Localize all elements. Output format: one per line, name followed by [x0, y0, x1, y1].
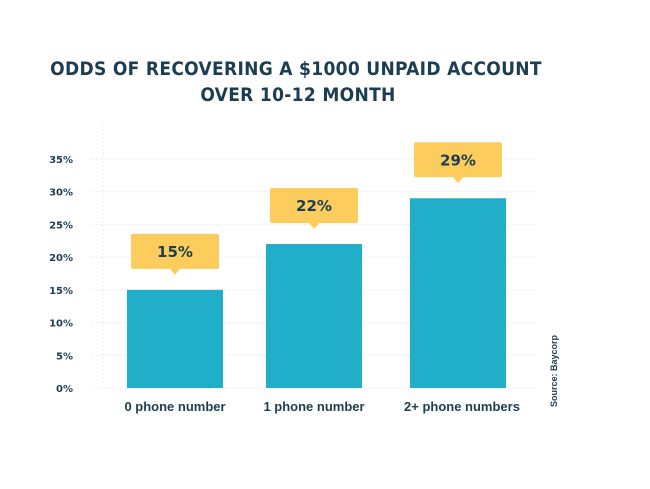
data-label-callout: 29%	[414, 142, 502, 184]
source-note: Source: Baycorp	[549, 334, 559, 407]
data-labels: 15% 22% 29%	[131, 142, 502, 275]
data-label-callout: 22%	[270, 188, 358, 230]
bar	[410, 198, 506, 388]
y-tick-label: 20%	[49, 253, 73, 264]
data-label: 22%	[296, 197, 332, 215]
data-label: 15%	[157, 243, 193, 261]
y-tick-label: 35%	[49, 155, 73, 166]
x-tick-label: 1 phone number	[263, 399, 364, 414]
label-pointer	[170, 268, 180, 275]
bars	[127, 198, 506, 388]
data-label-callout: 15%	[131, 233, 219, 275]
data-label: 29%	[440, 151, 476, 169]
label-box	[414, 142, 502, 178]
bar	[127, 289, 223, 388]
chart-title: ODDS OF RECOVERING A $1000 UNPAID ACCOUN…	[50, 58, 542, 106]
chart-title-line-2: OVER 10-12 MONTH	[200, 84, 395, 106]
label-pointer	[309, 223, 319, 230]
x-tick-label: 0 phone number	[124, 399, 225, 414]
y-axis: 0% 5% 10% 15% 20% 25% 30% 35%	[49, 155, 73, 395]
y-tick-label: 0%	[56, 384, 73, 395]
x-tick-label: 2+ phone numbers	[404, 399, 520, 414]
y-tick-label: 5%	[56, 351, 73, 362]
label-box	[270, 188, 358, 224]
chart-title-line-1: ODDS OF RECOVERING A $1000 UNPAID ACCOUN…	[50, 58, 542, 80]
y-tick-label: 30%	[49, 188, 73, 199]
label-box	[131, 233, 219, 269]
y-tick-label: 10%	[49, 319, 73, 330]
y-tick-label: 25%	[49, 220, 73, 231]
bar	[266, 244, 362, 388]
x-axis: 0 phone number 1 phone number 2+ phone num…	[124, 399, 520, 414]
label-pointer	[453, 177, 463, 184]
y-tick-label: 15%	[49, 286, 73, 297]
